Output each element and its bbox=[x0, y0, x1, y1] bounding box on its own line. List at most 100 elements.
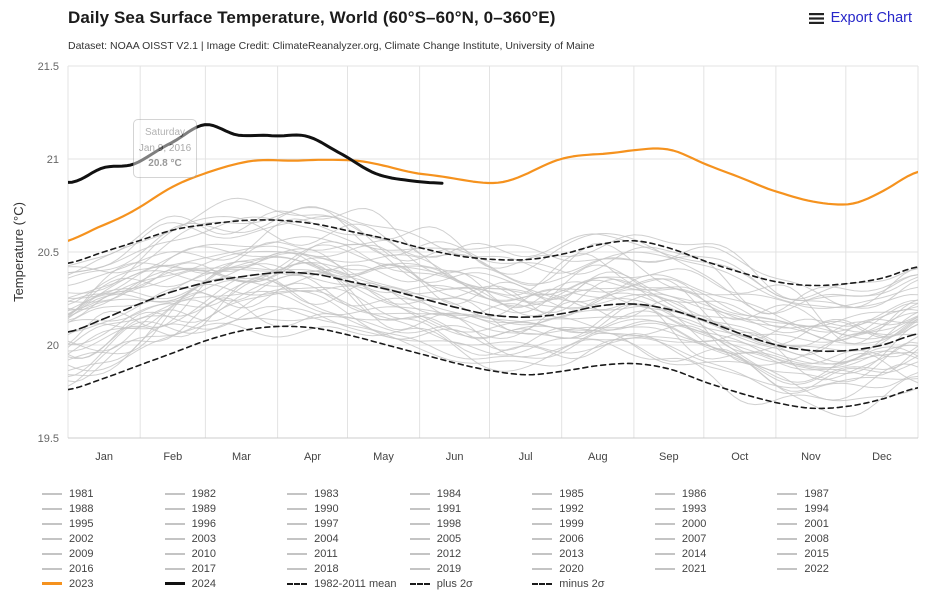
legend-item-1988[interactable]: 1988 bbox=[42, 502, 159, 515]
legend-item-2018[interactable]: 2018 bbox=[287, 562, 404, 575]
legend-item-1984[interactable]: 1984 bbox=[409, 487, 527, 500]
x-tick-label: Feb bbox=[163, 451, 182, 463]
legend-swatch bbox=[532, 492, 553, 495]
series-2010[interactable] bbox=[68, 244, 918, 328]
series-2012[interactable] bbox=[68, 244, 918, 340]
legend-label: 2007 bbox=[681, 532, 707, 545]
legend-label: 2020 bbox=[559, 562, 584, 575]
series-2023[interactable] bbox=[68, 147, 918, 242]
legend-item-2008[interactable]: 2008 bbox=[777, 532, 894, 545]
legend-item-1982-2011-mean[interactable]: 1982-2011 mean bbox=[287, 577, 404, 590]
legend-item-1986[interactable]: 1986 bbox=[654, 487, 772, 500]
legend-item-2006[interactable]: 2006 bbox=[532, 532, 649, 545]
legend-item-1985[interactable]: 1985 bbox=[532, 487, 649, 500]
legend-item-2019[interactable]: 2019 bbox=[409, 562, 527, 575]
legend-item-2022[interactable]: 2022 bbox=[777, 562, 894, 575]
legend-item-2009[interactable]: 2009 bbox=[42, 547, 159, 560]
x-tick-label: Mar bbox=[232, 451, 251, 463]
legend-label: 1986 bbox=[681, 487, 707, 500]
legend-item-2015[interactable]: 2015 bbox=[777, 547, 894, 560]
series-1995[interactable] bbox=[68, 274, 918, 366]
legend-item-2001[interactable]: 2001 bbox=[777, 517, 894, 530]
series-1988[interactable] bbox=[68, 286, 918, 383]
series-1993[interactable] bbox=[68, 274, 918, 385]
legend-item-1994[interactable]: 1994 bbox=[777, 502, 894, 515]
series-plus-2-sigma[interactable] bbox=[68, 219, 918, 287]
legend-item-1998[interactable]: 1998 bbox=[409, 517, 527, 530]
legend-item-1981[interactable]: 1981 bbox=[42, 487, 159, 500]
legend-item-2002[interactable]: 2002 bbox=[42, 532, 159, 545]
legend-item-2016[interactable]: 2016 bbox=[42, 562, 159, 575]
series-2001[interactable] bbox=[68, 261, 918, 352]
series-2006[interactable] bbox=[68, 252, 918, 345]
legend-item-2017[interactable]: 2017 bbox=[164, 562, 282, 575]
series-2022[interactable] bbox=[68, 215, 918, 315]
series-1982-2011-mean[interactable] bbox=[68, 271, 918, 353]
legend-item-2024[interactable]: 2024 bbox=[164, 577, 282, 590]
y-tick-label: 21.5 bbox=[38, 61, 59, 73]
series-2014[interactable] bbox=[68, 236, 918, 345]
legend-item-2007[interactable]: 2007 bbox=[654, 532, 772, 545]
legend-item-2011[interactable]: 2011 bbox=[287, 547, 404, 560]
legend-label: 1994 bbox=[804, 502, 829, 515]
series-1984[interactable] bbox=[68, 322, 918, 406]
legend-swatch bbox=[287, 537, 308, 540]
legend-item-2005[interactable]: 2005 bbox=[409, 532, 527, 545]
legend-item-1991[interactable]: 1991 bbox=[409, 502, 527, 515]
series-2013[interactable] bbox=[68, 241, 918, 333]
x-tick-label: Jun bbox=[446, 451, 464, 463]
sst-chart[interactable]: Temperature (°C) 19.5 20 20.5 21 21.5 Jan Feb M… bbox=[0, 54, 932, 480]
legend-label: 2004 bbox=[314, 532, 339, 545]
legend-item-1990[interactable]: 1990 bbox=[287, 502, 404, 515]
y-tick-label: 21 bbox=[47, 154, 59, 166]
legend-item-1996[interactable]: 1996 bbox=[164, 517, 282, 530]
legend-item-plus-2-[interactable]: plus 2σ bbox=[409, 577, 527, 590]
legend-item-2021[interactable]: 2021 bbox=[654, 562, 772, 575]
legend-item-1999[interactable]: 1999 bbox=[532, 517, 649, 530]
series-1992[interactable] bbox=[68, 283, 918, 392]
legend-item-2013[interactable]: 2013 bbox=[532, 547, 649, 560]
export-chart-button[interactable]: Export Chart bbox=[808, 10, 912, 26]
legend-item-minus-2-[interactable]: minus 2σ bbox=[532, 577, 649, 590]
series-1999[interactable] bbox=[68, 282, 918, 381]
legend-item-1997[interactable]: 1997 bbox=[287, 517, 404, 530]
series-2021[interactable] bbox=[68, 216, 918, 309]
series-2019[interactable] bbox=[68, 207, 918, 308]
legend-item-1995[interactable]: 1995 bbox=[42, 517, 159, 530]
series-2000[interactable] bbox=[68, 273, 918, 369]
legend-swatch bbox=[42, 537, 62, 540]
legend-label: 2008 bbox=[804, 532, 829, 545]
y-tick-label: 20.5 bbox=[38, 247, 59, 259]
legend-item-2004[interactable]: 2004 bbox=[287, 532, 404, 545]
legend-label: 2006 bbox=[559, 532, 584, 545]
legend-item-1987[interactable]: 1987 bbox=[777, 487, 894, 500]
legend-item-1992[interactable]: 1992 bbox=[532, 502, 649, 515]
series-1994[interactable] bbox=[68, 277, 918, 365]
legend-item-1982[interactable]: 1982 bbox=[164, 487, 282, 500]
legend-swatch bbox=[777, 552, 798, 555]
series-2018[interactable] bbox=[68, 218, 918, 309]
legend-swatch bbox=[164, 582, 185, 585]
legend-item-1983[interactable]: 1983 bbox=[287, 487, 404, 500]
legend-label: 1997 bbox=[314, 517, 339, 530]
series-1986[interactable] bbox=[68, 290, 918, 384]
legend-item-1989[interactable]: 1989 bbox=[164, 502, 282, 515]
legend-item-2023[interactable]: 2023 bbox=[42, 577, 159, 590]
legend-item-2000[interactable]: 2000 bbox=[654, 517, 772, 530]
series-minus-2-sigma[interactable] bbox=[68, 325, 918, 410]
legend-item-2003[interactable]: 2003 bbox=[164, 532, 282, 545]
legend-item-2012[interactable]: 2012 bbox=[409, 547, 527, 560]
series-2007[interactable] bbox=[68, 248, 918, 343]
legend-item-2014[interactable]: 2014 bbox=[654, 547, 772, 560]
series-1982[interactable] bbox=[68, 297, 918, 402]
series-2005[interactable] bbox=[68, 250, 918, 336]
series-1989[interactable] bbox=[68, 316, 918, 389]
legend-item-1993[interactable]: 1993 bbox=[654, 502, 772, 515]
legend-label: 2017 bbox=[191, 562, 217, 575]
series-2008[interactable] bbox=[68, 257, 918, 356]
legend-item-2020[interactable]: 2020 bbox=[532, 562, 649, 575]
series-2024[interactable] bbox=[68, 123, 444, 185]
legend-item-2010[interactable]: 2010 bbox=[164, 547, 282, 560]
series-1991[interactable] bbox=[68, 279, 918, 374]
series-2017[interactable] bbox=[68, 206, 918, 309]
